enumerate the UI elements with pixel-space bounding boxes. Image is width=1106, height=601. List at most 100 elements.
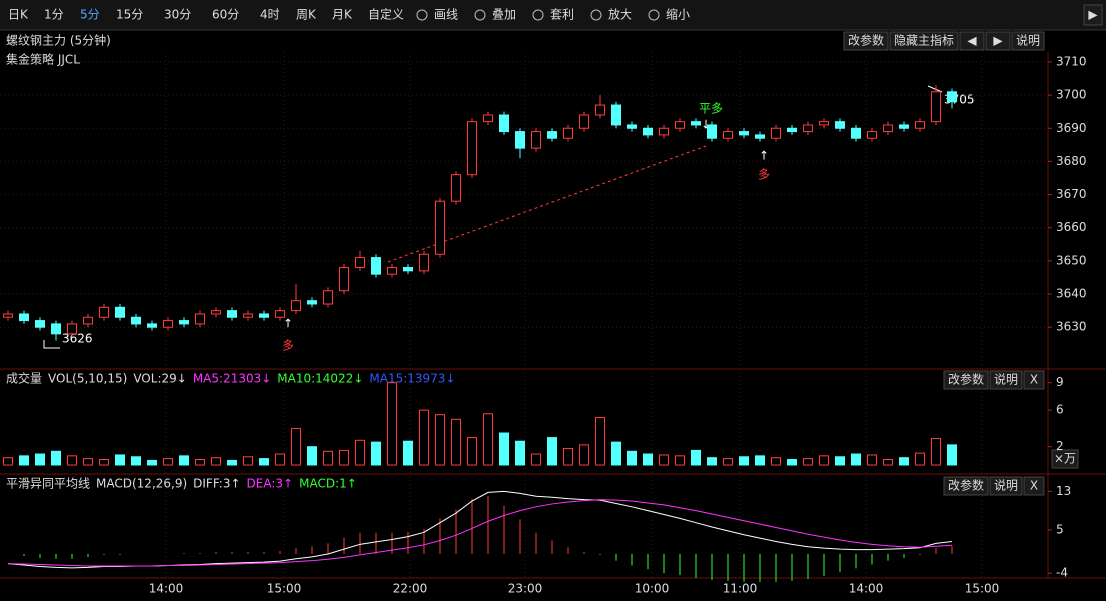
- volume-bar: [387, 382, 397, 466]
- volume-bar: [403, 440, 413, 466]
- candle-body: [371, 257, 381, 275]
- strategy: 集金策略 JJCL: [6, 52, 80, 67]
- unit-box: [1051, 449, 1079, 469]
- volume-bar: [275, 453, 285, 466]
- nav-button[interactable]: [959, 31, 985, 51]
- candle-body: [19, 313, 29, 322]
- volume-bar: [259, 458, 269, 466]
- button[interactable]: [1023, 370, 1045, 390]
- volume-bar: [451, 418, 461, 466]
- candle-body: [451, 174, 461, 202]
- volume-bar: [755, 455, 765, 466]
- candle-body: [515, 131, 525, 149]
- button[interactable]: [989, 370, 1023, 390]
- toolbar-button[interactable]: 月K: [332, 8, 353, 22]
- button[interactable]: [1023, 476, 1045, 496]
- volume-bar: [931, 437, 941, 466]
- toolbar-button[interactable]: 日K: [8, 8, 29, 22]
- button-label: X: [1030, 373, 1038, 387]
- y-tick-label: 3650: [1056, 253, 1087, 267]
- volume-bar: [195, 459, 205, 466]
- toolbar-button[interactable]: 套利: [550, 8, 574, 22]
- toolbar-button[interactable]: 叠加: [492, 8, 516, 22]
- toolbar-button[interactable]: 周K: [296, 8, 317, 22]
- indicator-label: MACD:1↑: [299, 477, 357, 491]
- candle-body: [99, 306, 109, 318]
- toolbar-arrow[interactable]: [1083, 4, 1103, 26]
- button[interactable]: [889, 31, 959, 51]
- x-tick-label: 14:00: [149, 582, 184, 596]
- toolbar-button[interactable]: 1分: [44, 8, 64, 22]
- toolbar: [0, 0, 1106, 30]
- candle-body: [355, 257, 365, 269]
- high-marker: [927, 85, 943, 93]
- candle-body: [611, 104, 621, 126]
- tool-icon: [648, 9, 660, 21]
- volume-bar: [339, 449, 349, 466]
- volume-bar: [147, 459, 157, 466]
- candle-body: [403, 267, 413, 272]
- candle-body: [307, 300, 317, 305]
- candle-body: [499, 114, 509, 133]
- candle-body: [435, 200, 445, 255]
- volume-bar: [643, 453, 653, 466]
- toolbar-button[interactable]: 4时: [260, 8, 280, 22]
- candle-body: [579, 114, 589, 129]
- volume-bar: [515, 440, 525, 466]
- volume-bar: [355, 439, 365, 466]
- indicator-label: MACD(12,26,9): [96, 477, 187, 491]
- y-tick-label: 3660: [1056, 220, 1087, 234]
- toolbar-button[interactable]: 缩小: [666, 7, 690, 22]
- signal-close: 平多: [699, 102, 723, 116]
- y-tick-label: 6: [1056, 403, 1064, 417]
- candle-body: [323, 290, 333, 305]
- toolbar-button[interactable]: 60分: [212, 8, 239, 22]
- button-label: X: [1030, 479, 1038, 493]
- volume-header: 成交量 VOL(5,10,15) VOL:29↓ MA5:21303↓ MA10:140…: [6, 371, 456, 386]
- indicator-label: 平滑异同平均线: [6, 477, 90, 491]
- volume-bar: [467, 437, 477, 466]
- toolbar-button[interactable]: 30分: [164, 8, 191, 22]
- y-tick-label: 3690: [1056, 121, 1087, 135]
- nav-arrow: ◀: [967, 34, 977, 48]
- button-label: 改参数: [948, 478, 984, 493]
- candle-body: [227, 310, 237, 318]
- candle-body: [259, 313, 269, 318]
- volume-bar: [83, 458, 93, 466]
- volume-bar: [595, 416, 605, 466]
- volume-bar: [499, 432, 509, 466]
- toolbar-button[interactable]: 画线: [434, 8, 458, 22]
- candle-body: [867, 131, 877, 139]
- toolbar-button[interactable]: 15分: [116, 8, 143, 22]
- volume-bar: [867, 454, 877, 466]
- volume-bar: [243, 456, 253, 466]
- nav-button[interactable]: [985, 31, 1011, 51]
- button[interactable]: [989, 476, 1023, 496]
- candle-body: [131, 316, 141, 325]
- volume-bar: [707, 457, 717, 466]
- y-tick-label: 3700: [1056, 88, 1087, 102]
- candle-body: [419, 253, 429, 272]
- button[interactable]: [1011, 31, 1045, 51]
- candle-body: [179, 320, 189, 325]
- toolbar-button[interactable]: 5分: [80, 8, 100, 22]
- button[interactable]: [843, 31, 889, 51]
- volume-bar: [787, 459, 797, 466]
- volume-bar: [307, 446, 317, 466]
- volume-bar: [3, 457, 13, 466]
- candle-body: [675, 121, 685, 129]
- candle-body: [931, 91, 941, 123]
- candle-body: [915, 121, 925, 129]
- button[interactable]: [943, 370, 989, 390]
- toolbar-button[interactable]: 放大: [608, 7, 632, 22]
- dea-line: [7, 499, 953, 567]
- y-tick-label: 3680: [1056, 154, 1087, 168]
- candle-body: [627, 124, 637, 129]
- indicator-label: MA5:21303↓: [193, 372, 271, 386]
- button[interactable]: [943, 476, 989, 496]
- x-tick-label: 15:00: [965, 582, 1000, 596]
- button-label: 说明: [994, 478, 1018, 493]
- y-tick-label: 3710: [1056, 54, 1087, 68]
- volume-bar: [227, 459, 237, 466]
- toolbar-button[interactable]: 自定义: [368, 7, 404, 22]
